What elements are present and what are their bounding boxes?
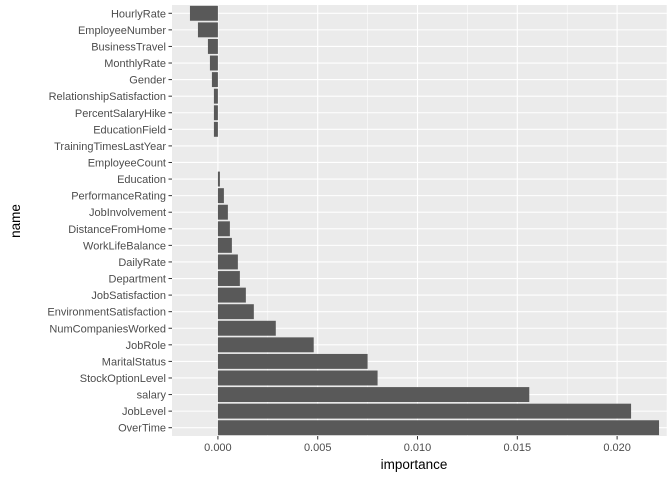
y-tick-label: salary <box>137 390 167 402</box>
bars <box>189 5 660 436</box>
y-tick-label: HourlyRate <box>111 8 166 20</box>
bar <box>209 55 218 71</box>
y-tick-label: EnvironmentSatisfaction <box>47 307 166 319</box>
y-tick-label: EmployeeCount <box>88 157 166 169</box>
y-tick-label: Education <box>117 174 166 186</box>
bar <box>217 221 230 237</box>
bar <box>217 237 232 253</box>
bar <box>217 420 660 436</box>
bar <box>217 387 530 403</box>
y-tick-label: PercentSalaryHike <box>75 108 166 120</box>
y-tick-label: StockOptionLevel <box>80 373 166 385</box>
bar <box>217 204 228 220</box>
y-tick-label: PerformanceRating <box>71 191 166 203</box>
y-tick-label: NumCompaniesWorked <box>49 323 166 335</box>
y-tick-label: WorkLifeBalance <box>83 240 166 252</box>
y-tick-label: EducationField <box>93 124 166 136</box>
y-axis-ticks: HourlyRate EmployeeNumber BusinessTravel Mo… <box>47 8 172 435</box>
bar <box>217 271 240 286</box>
x-axis-title: importance <box>381 457 448 472</box>
y-tick-label: DistanceFromHome <box>68 224 166 236</box>
bar <box>217 287 246 303</box>
y-tick-label: BusinessTravel <box>91 41 166 53</box>
bar <box>217 353 368 369</box>
bar <box>197 22 218 38</box>
y-tick-label: TrainingTimesLastYear <box>54 141 166 153</box>
y-tick-label: JobRole <box>126 340 166 352</box>
bar <box>217 188 224 204</box>
bar <box>217 304 254 320</box>
y-tick-label: EmployeeNumber <box>78 25 166 37</box>
x-tick-label: 0.010 <box>404 442 432 454</box>
bar <box>213 121 218 137</box>
y-tick-label: DailyRate <box>118 257 166 269</box>
bar <box>217 320 276 336</box>
y-tick-label: RelationshipSatisfaction <box>49 91 166 103</box>
y-tick-label: Gender <box>129 75 166 87</box>
y-tick-label: OverTime <box>118 423 166 435</box>
y-tick-label: MaritalStatus <box>102 356 167 368</box>
x-tick-label: 0.020 <box>603 442 631 454</box>
bar <box>211 72 218 88</box>
bar <box>217 370 378 386</box>
x-tick-label: 0.000 <box>204 442 232 454</box>
bar <box>213 88 218 104</box>
x-tick-label: 0.005 <box>304 442 332 454</box>
y-tick-label: JobSatisfaction <box>91 290 166 302</box>
x-tick-label: 0.015 <box>504 442 532 454</box>
y-tick-label: Department <box>109 274 166 286</box>
bar <box>189 5 218 21</box>
bar <box>207 38 218 54</box>
y-tick-label: JobLevel <box>122 406 166 418</box>
y-axis-title: name <box>8 204 23 238</box>
x-axis-ticks: 0.000 0.005 0.010 0.015 0.020 <box>204 436 631 454</box>
y-tick-label: MonthlyRate <box>104 58 166 70</box>
bar <box>213 105 218 121</box>
y-tick-label: JobInvolvement <box>89 207 166 219</box>
bar <box>217 171 220 187</box>
bar <box>217 337 314 353</box>
bar <box>217 254 238 270</box>
bar <box>217 403 632 419</box>
